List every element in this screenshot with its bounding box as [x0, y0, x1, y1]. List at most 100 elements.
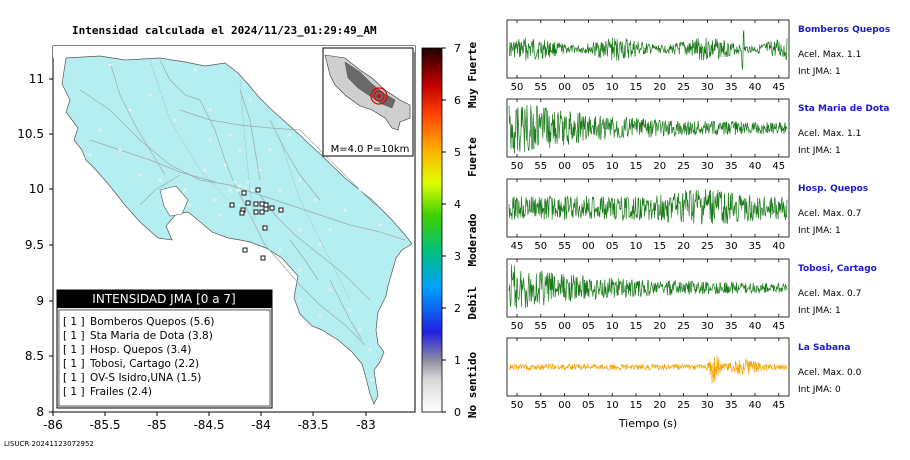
seismogram-tick-label: 50	[511, 161, 524, 172]
station-marker	[263, 202, 269, 208]
colorbar-tick-label: 5	[454, 146, 461, 159]
city-dot	[328, 158, 332, 162]
seismogram-tick-label: 35	[749, 241, 762, 252]
city-dot	[278, 188, 282, 192]
seismogram-tick-label: 50	[511, 82, 524, 93]
city-dot	[183, 188, 187, 192]
inset-costa-rica	[344, 61, 396, 109]
station-accel: Acel. Max. 0.7	[798, 209, 861, 219]
seismogram-tick-label: 55	[534, 161, 547, 172]
seismogram-trace-group: 50 55 00 05 10 15 20 25 30 35 40 45 Bomberos Quepos A…	[506, 19, 890, 93]
city-dot	[208, 108, 212, 112]
colorbar-category-label: Muy Fuerte	[466, 42, 479, 109]
seismogram-waveform	[508, 189, 788, 225]
seismogram-tick-label: 20	[653, 321, 666, 332]
colorbar-tick-label: 2	[454, 302, 461, 315]
legend-item-level: [ 1 ]	[63, 316, 85, 328]
city-dot	[343, 208, 347, 212]
colorbar-category-label: Moderado	[466, 213, 479, 266]
seismogram-tick-label: 50	[511, 400, 524, 411]
map-y-tick-label: 8	[36, 405, 44, 419]
city-dot	[223, 163, 227, 167]
seismogram-tick-label: 15	[630, 321, 643, 332]
legend-item-level: [ 1 ]	[63, 372, 85, 384]
seismogram-tick-label: 25	[677, 400, 690, 411]
seismogram-tick-label: 35	[725, 82, 738, 93]
colorbar-tick-label: 0	[454, 406, 461, 419]
station-marker	[242, 247, 248, 253]
map-y-tick-label: 9	[36, 294, 44, 308]
seismogram-tick-label: 45	[772, 82, 785, 93]
city-dot	[250, 188, 254, 192]
city-dot	[318, 313, 322, 317]
city-dot	[213, 198, 217, 202]
station-intensity: Int JMA: 1	[798, 226, 841, 236]
colorbar-category-label: No sentido	[466, 352, 479, 419]
city-dot	[228, 188, 232, 192]
seismogram-tick-label: 30	[701, 161, 714, 172]
city-dot	[208, 138, 212, 142]
seismogram-tick-label: 50	[511, 321, 524, 332]
station-name: Sta Maria de Dota	[798, 104, 889, 114]
city-dot	[368, 348, 372, 352]
seismogram-tick-label: 30	[701, 82, 714, 93]
city-dot	[358, 328, 362, 332]
city-dot	[138, 173, 142, 177]
map-x-tick-label: -86	[43, 418, 63, 432]
city-dot	[248, 98, 252, 102]
station-marker	[255, 187, 261, 193]
map-x-tick-label: -85	[147, 418, 167, 432]
seismogram-trace-group: 50 55 00 05 10 15 20 25 30 35 40 45 Sta Maria de Dot…	[506, 98, 889, 172]
seismogram-tick-label: 50	[534, 241, 547, 252]
station-name: Tobosi, Cartago	[798, 264, 877, 274]
seismogram-tick-label: 05	[582, 161, 595, 172]
station-markers	[229, 187, 284, 261]
map-y-tick-label: 8.5	[25, 349, 44, 363]
city-dot	[218, 213, 222, 217]
map-title: Intensidad calculada el 2024/11/23_01:29…	[72, 24, 377, 37]
seismogram-tick-label: 30	[701, 321, 714, 332]
seismogram-tick-label: 25	[677, 321, 690, 332]
seismogram-tick-label: 00	[582, 241, 595, 252]
gulf-of-nicoya	[159, 185, 189, 217]
map-x-tick-label: -83	[356, 418, 376, 432]
station-marker	[253, 209, 259, 215]
city-dot	[298, 298, 302, 302]
inset-map: M=4.0 P=10km	[322, 47, 414, 157]
city-dot	[258, 168, 262, 172]
station-accel: Acel. Max. 0.0	[798, 368, 862, 378]
seismogram-waveform	[508, 355, 788, 384]
seismogram-tick-label: 10	[606, 400, 619, 411]
seismogram-tick-label: 00	[558, 400, 571, 411]
city-dot	[193, 68, 197, 72]
station-marker	[259, 201, 265, 207]
costa-rica-landmass	[61, 55, 413, 405]
legend-item-label: Sta Maria de Dota (3.8)	[90, 330, 213, 342]
city-dot	[278, 213, 282, 217]
time-axis-label: Tiempo (s)	[618, 417, 677, 430]
footer-id: LISUCR 20241123072952	[4, 440, 94, 448]
city-dot	[288, 133, 292, 137]
seismogram-tick-label: 00	[558, 161, 571, 172]
station-name: La Sabana	[798, 343, 851, 353]
station-marker	[263, 206, 269, 212]
station-marker	[259, 209, 265, 215]
map-x-tick-label: -83.5	[297, 418, 328, 432]
seismogram-tick-label: 45	[772, 321, 785, 332]
legend-header	[57, 290, 272, 308]
station-accel: Acel. Max. 1.1	[798, 129, 861, 139]
city-dot	[98, 128, 102, 132]
station-name: Hosp. Quepos	[798, 184, 868, 194]
city-dot	[268, 148, 272, 152]
city-dot	[128, 108, 132, 112]
seismogram-tick-label: 55	[534, 321, 547, 332]
city-dot	[370, 378, 374, 382]
city-dot	[228, 133, 232, 137]
colorbar-tick-label: 6	[454, 94, 461, 107]
city-dot	[328, 228, 332, 232]
city-dot	[313, 198, 317, 202]
seismogram-tick-label: 15	[653, 241, 666, 252]
colorbar-category-label: Debil	[466, 286, 479, 319]
seismogram-tick-label: 55	[534, 82, 547, 93]
city-markers	[88, 63, 382, 382]
